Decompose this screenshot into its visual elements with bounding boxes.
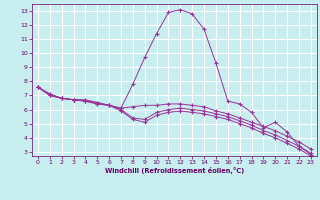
- X-axis label: Windchill (Refroidissement éolien,°C): Windchill (Refroidissement éolien,°C): [105, 167, 244, 174]
